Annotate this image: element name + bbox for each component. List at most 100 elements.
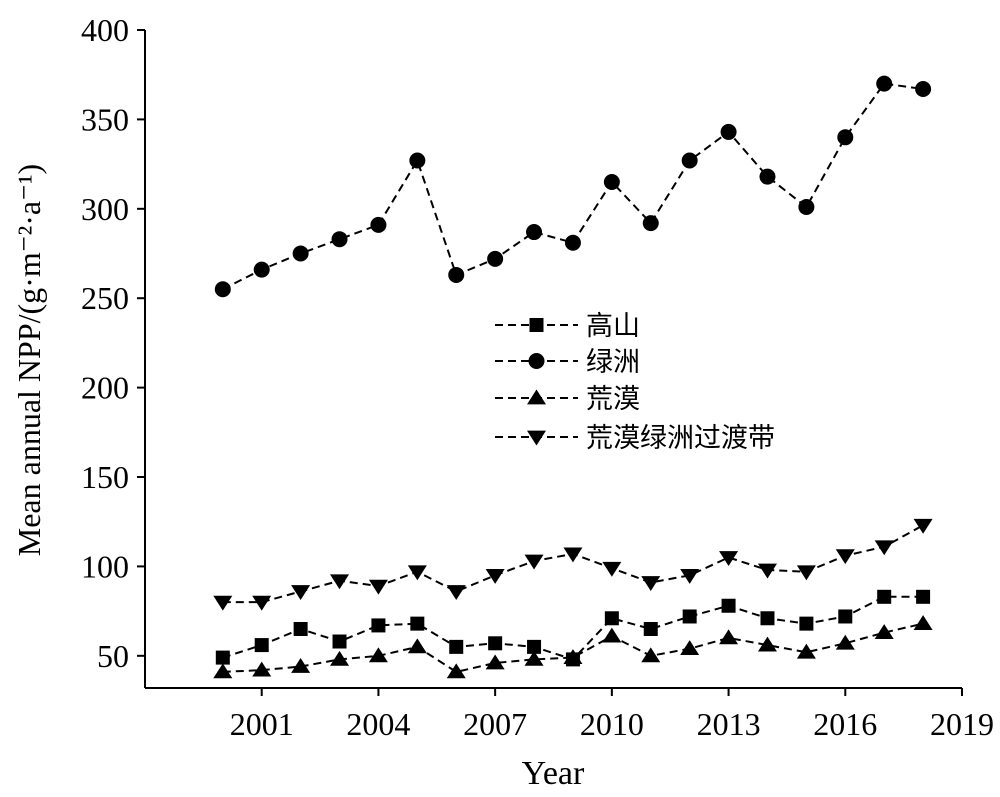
data-point [253, 261, 270, 278]
x-tick-label: 2004 [346, 706, 410, 742]
data-point [293, 621, 308, 636]
y-tick-label: 50 [97, 638, 129, 674]
y-tick-label: 300 [81, 191, 129, 227]
data-point [409, 152, 426, 169]
data-point [215, 650, 230, 665]
y-tick-label: 100 [81, 548, 129, 584]
legend-marker [529, 318, 544, 332]
data-point [446, 663, 466, 679]
data-point [913, 518, 933, 534]
data-point [837, 129, 854, 146]
data-point [330, 574, 350, 590]
data-point [410, 616, 425, 631]
data-point [291, 585, 311, 600]
data-point [368, 647, 388, 663]
legend-marker [527, 389, 546, 405]
data-point [449, 639, 464, 654]
legend-marker [527, 430, 546, 446]
data-point [641, 576, 661, 592]
x-tick-label: 2007 [463, 706, 527, 742]
data-point [602, 561, 622, 577]
data-point [876, 75, 893, 92]
data-point [641, 647, 661, 663]
data-point [604, 611, 619, 626]
data-point [835, 634, 855, 650]
data-point [796, 565, 816, 581]
data-point [291, 658, 311, 673]
data-point [252, 595, 272, 611]
data-point [720, 123, 737, 140]
data-point [332, 634, 347, 649]
data-point [526, 224, 543, 241]
data-point [331, 231, 348, 248]
data-point [330, 650, 350, 666]
data-point [564, 234, 581, 251]
legend-item-2: 荒漠 [495, 384, 640, 415]
data-point [681, 152, 698, 169]
legend-label: 荒漠 [586, 384, 640, 415]
data-point [680, 568, 700, 584]
series-line [222, 82, 924, 291]
series-1 [214, 75, 932, 298]
data-point [252, 661, 272, 677]
series-3 [213, 518, 933, 611]
y-tick-label: 200 [81, 370, 129, 406]
x-tick-label: 2001 [230, 706, 294, 742]
data-point [719, 629, 739, 645]
data-point [760, 611, 775, 626]
data-point [721, 598, 736, 613]
data-point [757, 563, 777, 579]
data-point [877, 589, 892, 604]
y-tick-label: 350 [81, 101, 129, 137]
data-point [213, 595, 233, 611]
data-point [563, 547, 583, 563]
data-point [524, 554, 544, 570]
data-point [485, 654, 505, 670]
data-point [682, 609, 697, 624]
series-2 [213, 615, 933, 679]
data-point [680, 640, 700, 656]
data-point [213, 663, 233, 679]
legend-item-0: 高山 [495, 311, 640, 342]
data-point [292, 245, 309, 262]
data-point [368, 579, 388, 595]
x-tick-label: 2016 [813, 706, 877, 742]
data-point [407, 638, 427, 654]
data-point [488, 636, 503, 651]
series-group [213, 75, 933, 679]
legend-label: 荒漠绿洲过渡带 [586, 423, 775, 454]
data-point [874, 624, 894, 639]
data-point [487, 250, 504, 267]
x-tick-label: 2013 [697, 706, 761, 742]
legend-marker [528, 353, 545, 369]
x-tick-label: 2019 [930, 706, 994, 742]
data-point [602, 627, 622, 643]
data-point [370, 216, 387, 233]
data-point [798, 199, 815, 216]
data-point [446, 585, 466, 600]
data-point [642, 215, 659, 232]
x-tick-label: 2010 [580, 706, 644, 742]
data-point [835, 549, 855, 565]
legend-item-1: 绿洲 [495, 347, 640, 378]
data-point [874, 540, 894, 556]
data-point [485, 568, 505, 584]
data-point [799, 616, 814, 631]
y-axis-label: Mean annual NPP/(g·m⁻²·a⁻¹) [11, 164, 47, 556]
legend-label: 高山 [586, 311, 640, 342]
data-point [796, 643, 816, 659]
data-point [407, 565, 427, 581]
x-axis-label: Year [522, 755, 585, 792]
data-point [759, 168, 776, 185]
y-tick-label: 400 [81, 12, 129, 48]
data-point [643, 621, 658, 636]
data-point [254, 638, 269, 653]
data-point [916, 589, 931, 604]
data-point [563, 649, 583, 664]
data-point [524, 650, 544, 666]
series-line [222, 524, 924, 604]
data-point [838, 609, 853, 624]
data-point [913, 615, 933, 631]
